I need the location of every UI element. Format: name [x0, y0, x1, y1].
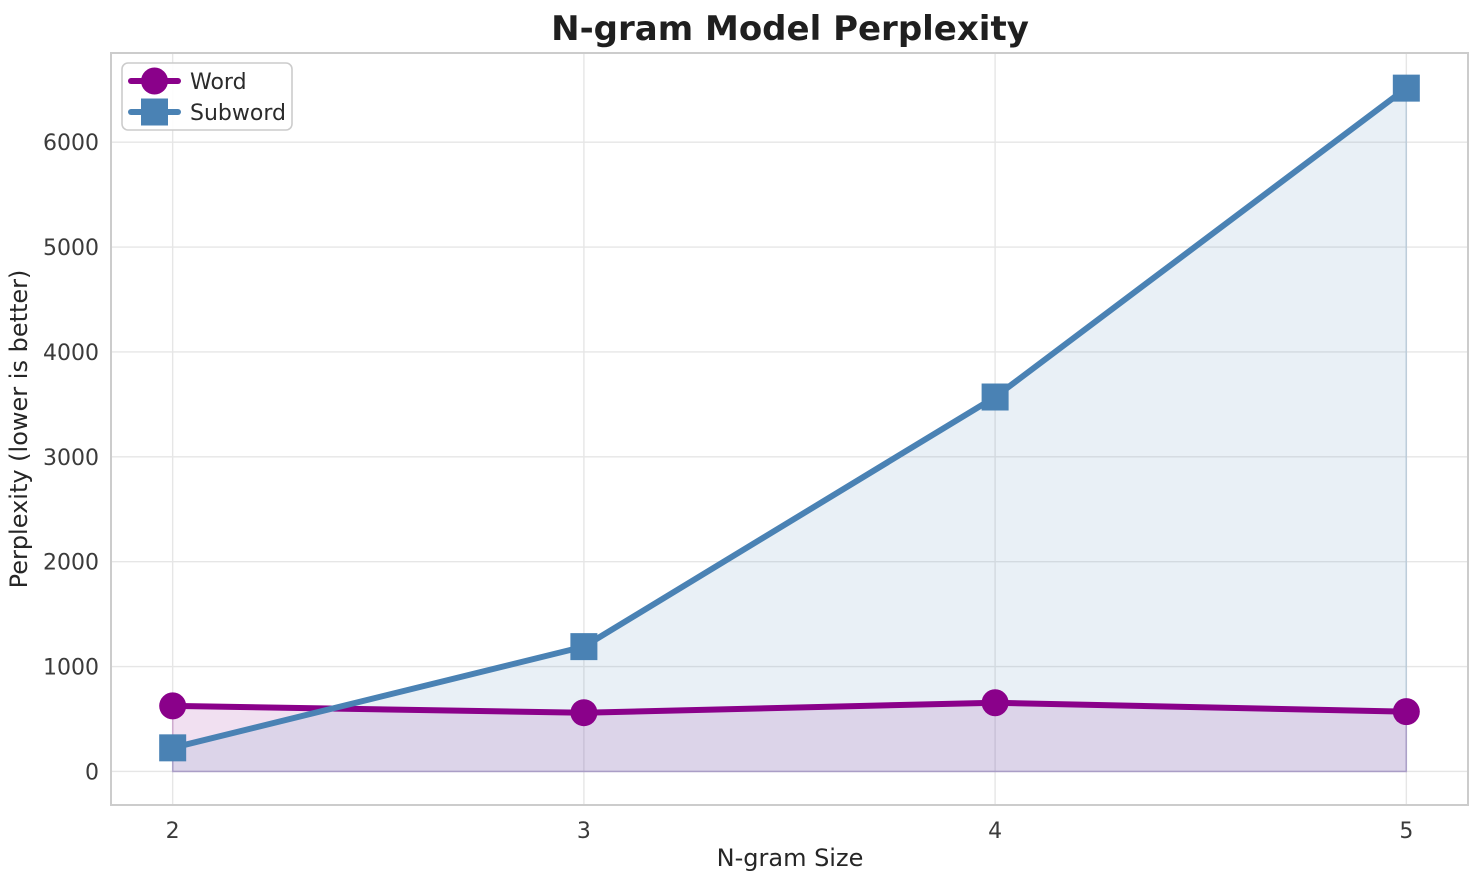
series-area-subword: [171, 86, 1408, 773]
gridlines-layer: [111, 53, 1468, 805]
marker-subword-4: [981, 383, 1009, 411]
legend: Word Subword: [121, 62, 293, 131]
y-tick-label-3000: 3000: [43, 446, 99, 471]
y-tick-label-6000: 6000: [43, 131, 99, 156]
x-axis-label: N-gram Size: [717, 844, 864, 872]
series-line-subword: [169, 85, 1410, 751]
area-fills-layer: [171, 86, 1408, 773]
x-tick-label-3: 3: [577, 819, 591, 844]
y-tick-label-5000: 5000: [43, 236, 99, 261]
series-layer: [159, 74, 1420, 762]
x-tick-label-5: 5: [1399, 819, 1413, 844]
marker-subword-3: [570, 633, 598, 661]
y-tick-label-0: 0: [85, 760, 99, 785]
legend-label-subword: Subword: [190, 101, 286, 126]
tick-labels-layer: 2 3 4 5 0 1000 2000 3000 4000 5000 6000: [43, 131, 1413, 844]
y-tick-label-1000: 1000: [43, 656, 99, 681]
legend-marker-word: [141, 67, 168, 95]
marker-subword-2: [159, 734, 187, 762]
chart-title: N-gram Model Perplexity: [551, 9, 1029, 49]
marker-subword-5: [1392, 74, 1420, 102]
marker-word-3: [570, 699, 598, 727]
plot-frame: [110, 52, 1469, 806]
x-tick-label-2: 2: [166, 819, 180, 844]
y-tick-label-2000: 2000: [43, 551, 99, 576]
y-tick-label-4000: 4000: [43, 341, 99, 366]
x-tick-label-4: 4: [988, 819, 1002, 844]
legend-marker-subword: [141, 98, 168, 126]
legend-label-word: Word: [190, 70, 247, 95]
marker-word-2: [159, 692, 187, 720]
y-axis-label: Perplexity (lower is better): [5, 270, 33, 589]
series-line-word: [169, 699, 1410, 716]
marker-word-4: [981, 689, 1009, 717]
marker-word-5: [1392, 698, 1420, 726]
